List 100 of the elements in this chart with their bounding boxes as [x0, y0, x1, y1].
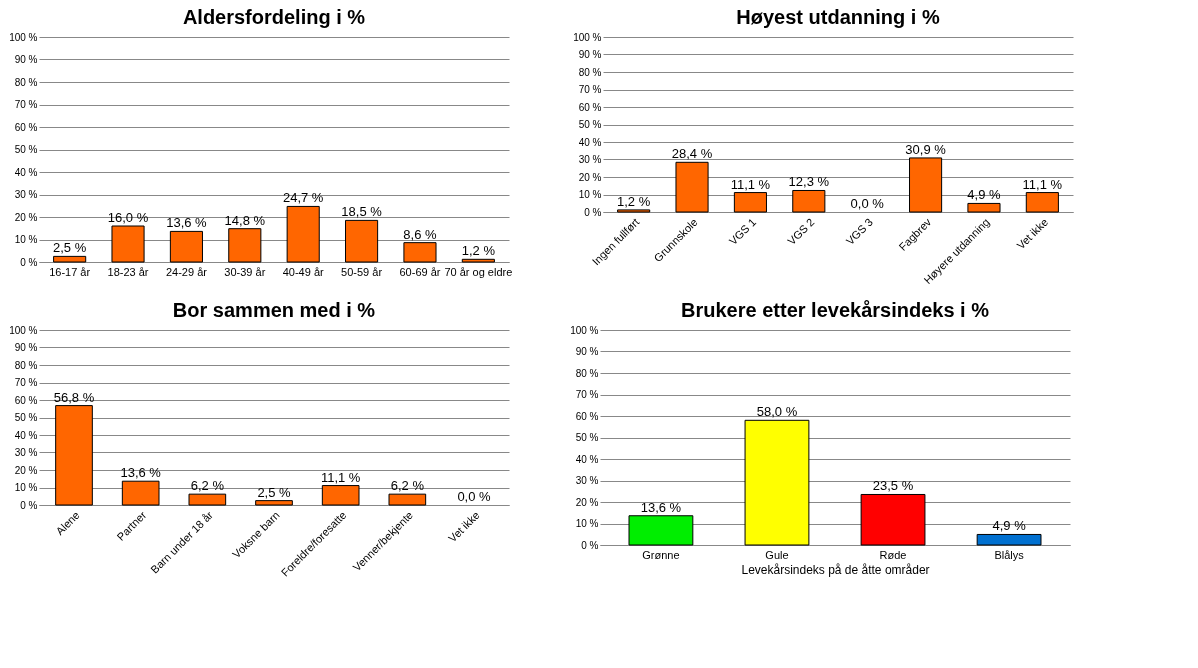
bar	[976, 533, 1042, 546]
data-label: 23,5 %	[872, 478, 914, 494]
bar	[461, 258, 495, 263]
data-label: 6,2 %	[190, 478, 225, 494]
y-tick-label: 70 %	[575, 389, 599, 400]
y-tick-label: 0 %	[581, 539, 599, 551]
y-tick-label: 90 %	[14, 342, 38, 353]
bar	[675, 161, 709, 213]
bar	[860, 493, 926, 546]
y-tick-label: 90 %	[575, 346, 599, 357]
y-tick-label: 40 %	[14, 166, 38, 178]
bar	[321, 485, 360, 506]
y-tick-label: 80 %	[575, 367, 599, 379]
x-tick-label: Vet ikke	[446, 508, 482, 545]
data-label: 30,9 %	[905, 141, 947, 157]
data-label: 0,0 %	[457, 489, 492, 504]
y-tick-label: 40 %	[14, 429, 38, 441]
x-tick-label: Vet ikke	[1014, 215, 1051, 252]
y-tick-label: 70 %	[578, 84, 602, 95]
y-tick-label: 10 %	[575, 518, 599, 529]
y-tick-label: 100 %	[9, 31, 38, 43]
bar	[286, 205, 320, 263]
x-tick-label: Blålys	[994, 548, 1025, 561]
bar	[55, 405, 93, 506]
y-tick-label: 10 %	[14, 234, 38, 245]
data-label: 16,0 %	[107, 210, 149, 225]
y-tick-label: 80 %	[578, 66, 602, 78]
data-label: 2,5 %	[53, 240, 87, 256]
chart-title: Bor sammen med i %	[172, 299, 376, 321]
bar	[255, 500, 293, 506]
x-tick-label: 60-69 år	[399, 265, 441, 278]
y-tick-label: 60 %	[575, 410, 599, 422]
data-label: 11,1 %	[730, 176, 771, 192]
y-tick-label: 40 %	[575, 453, 599, 465]
bar	[617, 209, 651, 213]
y-tick-label: 100 %	[573, 31, 602, 43]
y-tick-label: 90 %	[14, 54, 38, 65]
y-tick-label: 50 %	[575, 432, 599, 443]
y-tick-label: 60 %	[14, 394, 38, 406]
bar	[967, 202, 1001, 213]
data-label: 13,6 %	[640, 499, 682, 515]
bar	[909, 157, 943, 213]
x-tick-label: Grønne	[642, 548, 680, 561]
data-label: 0,0 %	[850, 196, 885, 211]
bar	[228, 228, 262, 263]
x-tick-label: 50-59 år	[341, 265, 383, 278]
y-tick-label: 80 %	[14, 76, 38, 88]
bar	[1025, 192, 1059, 213]
bar	[53, 255, 87, 263]
x-tick-label: 24-29 år	[165, 265, 208, 278]
y-tick-label: 0 %	[20, 499, 38, 511]
data-label: 2,5 %	[257, 484, 292, 500]
y-tick-label: 50 %	[14, 144, 38, 155]
y-tick-label: 30 %	[14, 189, 38, 200]
data-label: 1,2 %	[461, 243, 496, 259]
chart-title: Brukere etter levekårsindeks i %	[681, 299, 990, 321]
y-tick-label: 70 %	[14, 377, 38, 388]
bar	[792, 189, 826, 213]
x-tick-label: 16-17 år	[49, 265, 91, 278]
x-tick-label: 70 år og eldre	[444, 265, 513, 278]
bar	[169, 230, 203, 263]
y-tick-label: 30 %	[578, 154, 602, 165]
y-tick-label: 90 %	[578, 49, 602, 60]
data-label: 13,6 %	[166, 215, 208, 231]
bar	[733, 192, 767, 213]
x-tick-label: Røde	[879, 548, 907, 561]
chart-title: Høyest utdanning i %	[736, 6, 940, 28]
y-tick-label: 100 %	[570, 324, 599, 336]
y-tick-label: 30 %	[575, 475, 599, 486]
x-tick-label: 40-49 år	[282, 265, 325, 278]
x-tick-label: Gule	[765, 548, 789, 561]
bar	[188, 493, 227, 506]
chart-title: Aldersfordeling i %	[182, 6, 366, 28]
y-tick-label: 20 %	[14, 464, 38, 476]
y-tick-label: 50 %	[578, 119, 602, 130]
data-label: 11,1 %	[320, 469, 361, 485]
y-tick-label: 60 %	[578, 101, 602, 113]
y-tick-label: 100 %	[9, 324, 38, 336]
data-label: 24,7 %	[282, 190, 324, 206]
bar	[388, 493, 427, 506]
data-label: 56,8 %	[53, 389, 95, 405]
data-label: 18,5 %	[341, 204, 383, 220]
x-tick-label: 18-23 år	[107, 265, 149, 278]
y-tick-label: 20 %	[14, 211, 38, 223]
bar	[111, 225, 145, 263]
data-label: 8,6 %	[403, 226, 438, 242]
data-label: 11,1 %	[1022, 176, 1063, 192]
y-tick-label: 10 %	[578, 189, 602, 200]
y-tick-label: 0 %	[20, 256, 38, 268]
data-label: 13,6 %	[120, 465, 162, 481]
data-label: 1,2 %	[617, 193, 651, 209]
y-tick-label: 0 %	[584, 206, 602, 218]
bar	[744, 419, 810, 546]
y-tick-label: 80 %	[14, 359, 38, 371]
y-tick-label: 20 %	[578, 171, 602, 183]
data-label: 6,2 %	[390, 478, 425, 494]
data-label: 12,3 %	[788, 174, 830, 190]
y-tick-label: 50 %	[14, 412, 38, 423]
y-tick-label: 30 %	[14, 447, 38, 458]
data-label: 58,0 %	[756, 404, 798, 420]
